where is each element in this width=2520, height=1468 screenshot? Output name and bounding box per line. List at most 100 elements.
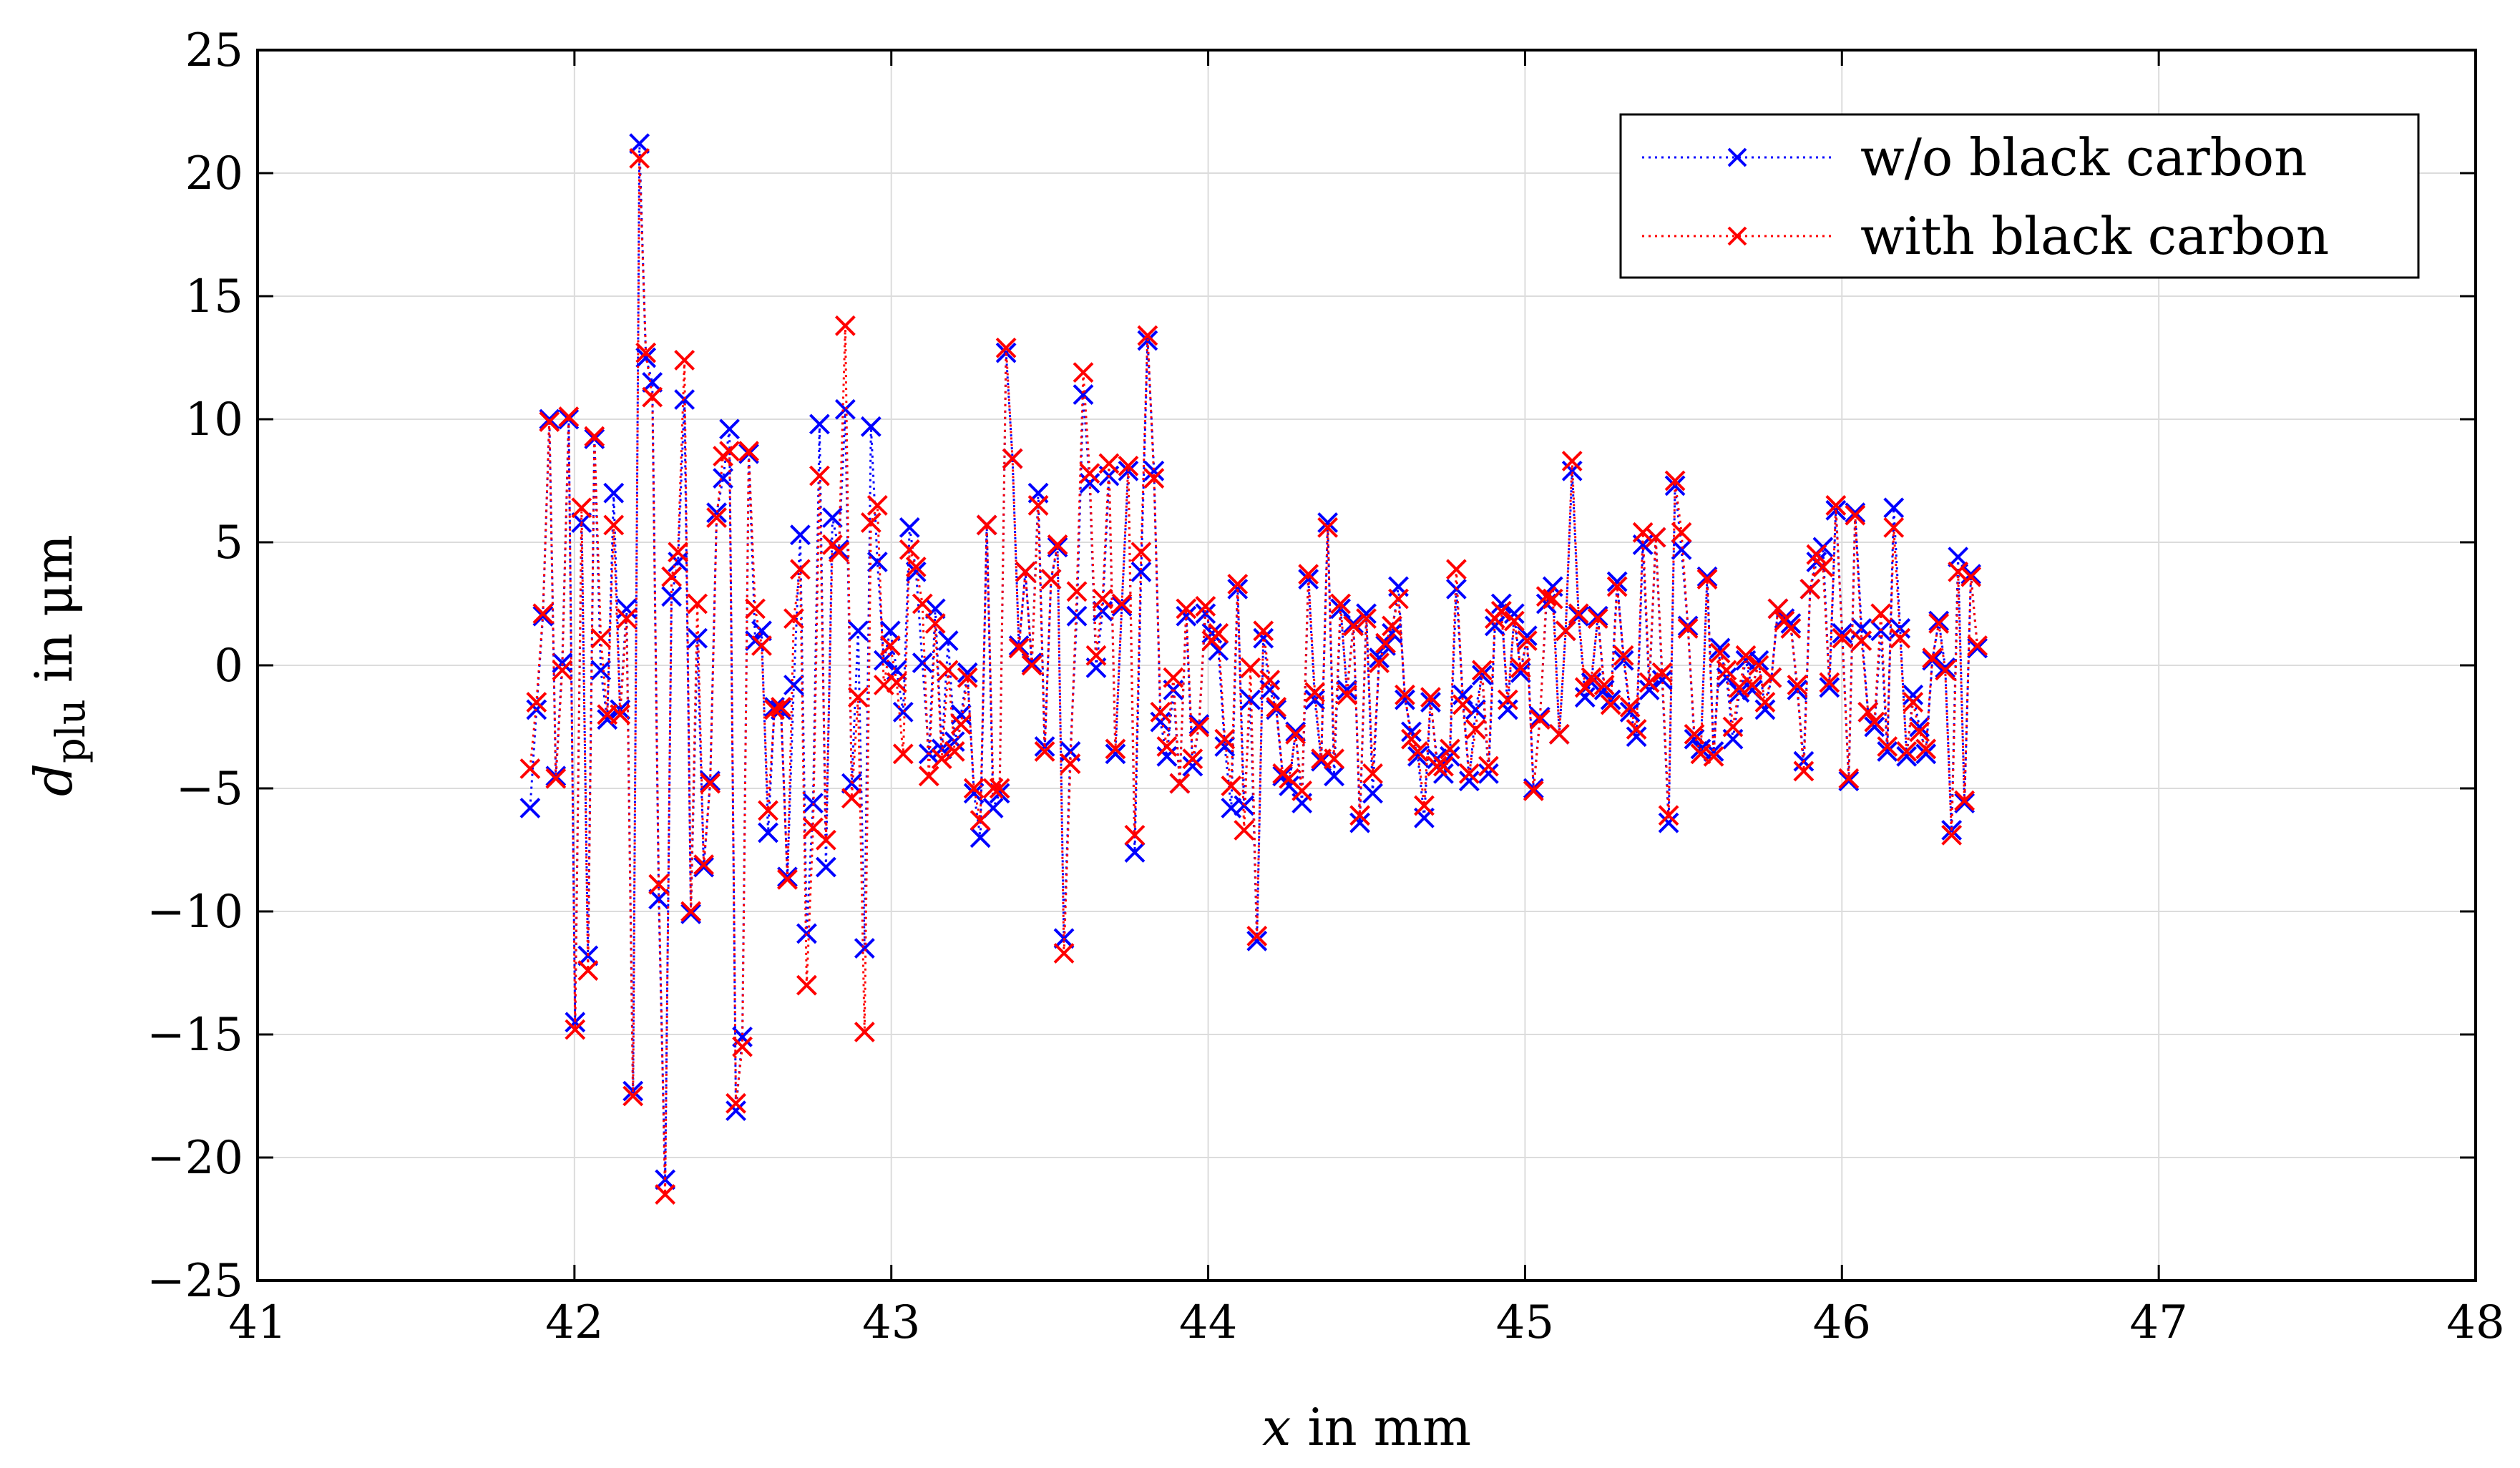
data-point-marker <box>635 342 657 363</box>
data-point-marker <box>629 147 650 169</box>
data-point-marker <box>674 350 695 371</box>
data-point-marker <box>1427 755 1447 777</box>
data-point-marker <box>1298 569 1319 590</box>
data-point-marker <box>1150 711 1171 733</box>
data-point-marker <box>674 389 695 410</box>
data-point-marker <box>1208 622 1229 644</box>
data-point-marker <box>751 635 772 656</box>
data-point-marker <box>1568 603 1589 625</box>
data-point-marker <box>1337 684 1358 705</box>
data-point-marker <box>1593 675 1615 695</box>
data-point-marker <box>745 598 766 620</box>
data-point-marker <box>1787 679 1808 700</box>
data-point-marker <box>616 608 638 630</box>
data-point-marker <box>565 1012 586 1033</box>
data-point-marker <box>1581 667 1602 688</box>
data-point-marker <box>944 731 965 753</box>
data-point-marker <box>1330 593 1352 615</box>
data-point-marker <box>545 768 567 789</box>
data-point-marker <box>1851 630 1872 652</box>
data-point-marker <box>668 542 689 563</box>
data-point-marker <box>1349 805 1370 826</box>
data-point-marker <box>1626 726 1647 748</box>
data-point-marker <box>1182 755 1203 777</box>
data-point-marker <box>1073 384 1094 406</box>
data-point-marker <box>1497 689 1518 710</box>
data-point-marker <box>1896 740 1918 762</box>
data-point-marker <box>1221 775 1242 796</box>
x-tick-label: 41 <box>228 1296 286 1349</box>
data-point-marker <box>1928 610 1950 632</box>
data-point-marker <box>1008 637 1030 659</box>
data-point-marker <box>809 414 830 435</box>
x-axis-label: x in mm <box>1262 1397 1471 1457</box>
data-point-marker <box>1163 667 1184 688</box>
data-point-marker <box>1214 736 1236 757</box>
data-point-marker <box>680 904 702 924</box>
data-point-marker <box>989 778 1010 799</box>
data-point-marker <box>1407 740 1428 762</box>
legend: w/o black carbon with black carbon <box>1619 113 2420 279</box>
data-point-marker <box>597 709 618 730</box>
data-point-marker <box>1709 637 1731 659</box>
data-point-marker <box>1838 770 1860 792</box>
data-point-marker <box>1915 743 1937 765</box>
data-point-marker <box>982 778 1004 799</box>
data-point-marker <box>1658 812 1679 833</box>
data-point-marker <box>719 419 740 440</box>
data-point-marker <box>1529 709 1550 730</box>
data-point-marker <box>1195 596 1216 617</box>
data-point-marker <box>680 901 702 922</box>
y-tick-label: −10 <box>147 886 243 939</box>
data-point-marker <box>1490 600 1512 622</box>
data-point-marker <box>1664 470 1686 491</box>
data-point-marker <box>655 1184 676 1205</box>
data-point-marker <box>1832 622 1853 644</box>
data-point-marker <box>854 938 875 959</box>
data-point-marker <box>1433 755 1454 777</box>
data-point-marker <box>1201 622 1223 644</box>
data-point-marker <box>661 566 683 587</box>
data-point-marker <box>963 778 985 799</box>
data-point-marker <box>552 652 573 673</box>
data-point-marker <box>879 635 901 656</box>
data-point-marker <box>1767 598 1789 620</box>
data-point-marker <box>1285 721 1307 743</box>
data-point-marker <box>1754 692 1776 713</box>
data-point-marker <box>970 827 991 848</box>
data-point-marker <box>1214 728 1236 750</box>
data-point-marker <box>590 627 612 649</box>
data-point-marker <box>1407 745 1428 767</box>
data-point-marker <box>571 497 592 519</box>
data-point-marker <box>1317 517 1339 538</box>
data-point-marker <box>1883 517 1905 538</box>
data-point-marker <box>552 660 573 681</box>
data-point-marker <box>1864 716 1885 738</box>
data-point-marker <box>841 788 862 809</box>
data-point-marker <box>1819 672 1840 693</box>
data-point-marker <box>1845 502 1866 524</box>
data-point-marker <box>1877 740 1898 762</box>
data-point-marker <box>1324 765 1345 787</box>
data-point-marker <box>892 743 914 765</box>
data-point-marker <box>764 699 785 720</box>
data-point-marker <box>1684 728 1705 750</box>
y-tick-label: −20 <box>147 1132 243 1185</box>
data-point-marker <box>726 1092 746 1114</box>
data-point-marker <box>1176 598 1197 620</box>
data-point-marker <box>1150 701 1171 723</box>
data-point-marker <box>1600 689 1621 710</box>
data-point-marker <box>1915 738 1937 760</box>
series-2 <box>519 147 1988 1205</box>
data-point-marker <box>1118 455 1139 476</box>
data-point-marker <box>1388 588 1409 610</box>
x-tick-label: 47 <box>2129 1296 2187 1349</box>
data-point-marker <box>1182 748 1203 770</box>
data-point-marker <box>1053 943 1075 964</box>
data-point-marker <box>1658 805 1679 826</box>
data-point-marker <box>1555 620 1576 642</box>
data-point-marker <box>1440 738 1460 760</box>
data-point-marker <box>1221 798 1242 818</box>
data-point-marker <box>1465 719 1486 740</box>
data-point-marker <box>1105 743 1126 765</box>
